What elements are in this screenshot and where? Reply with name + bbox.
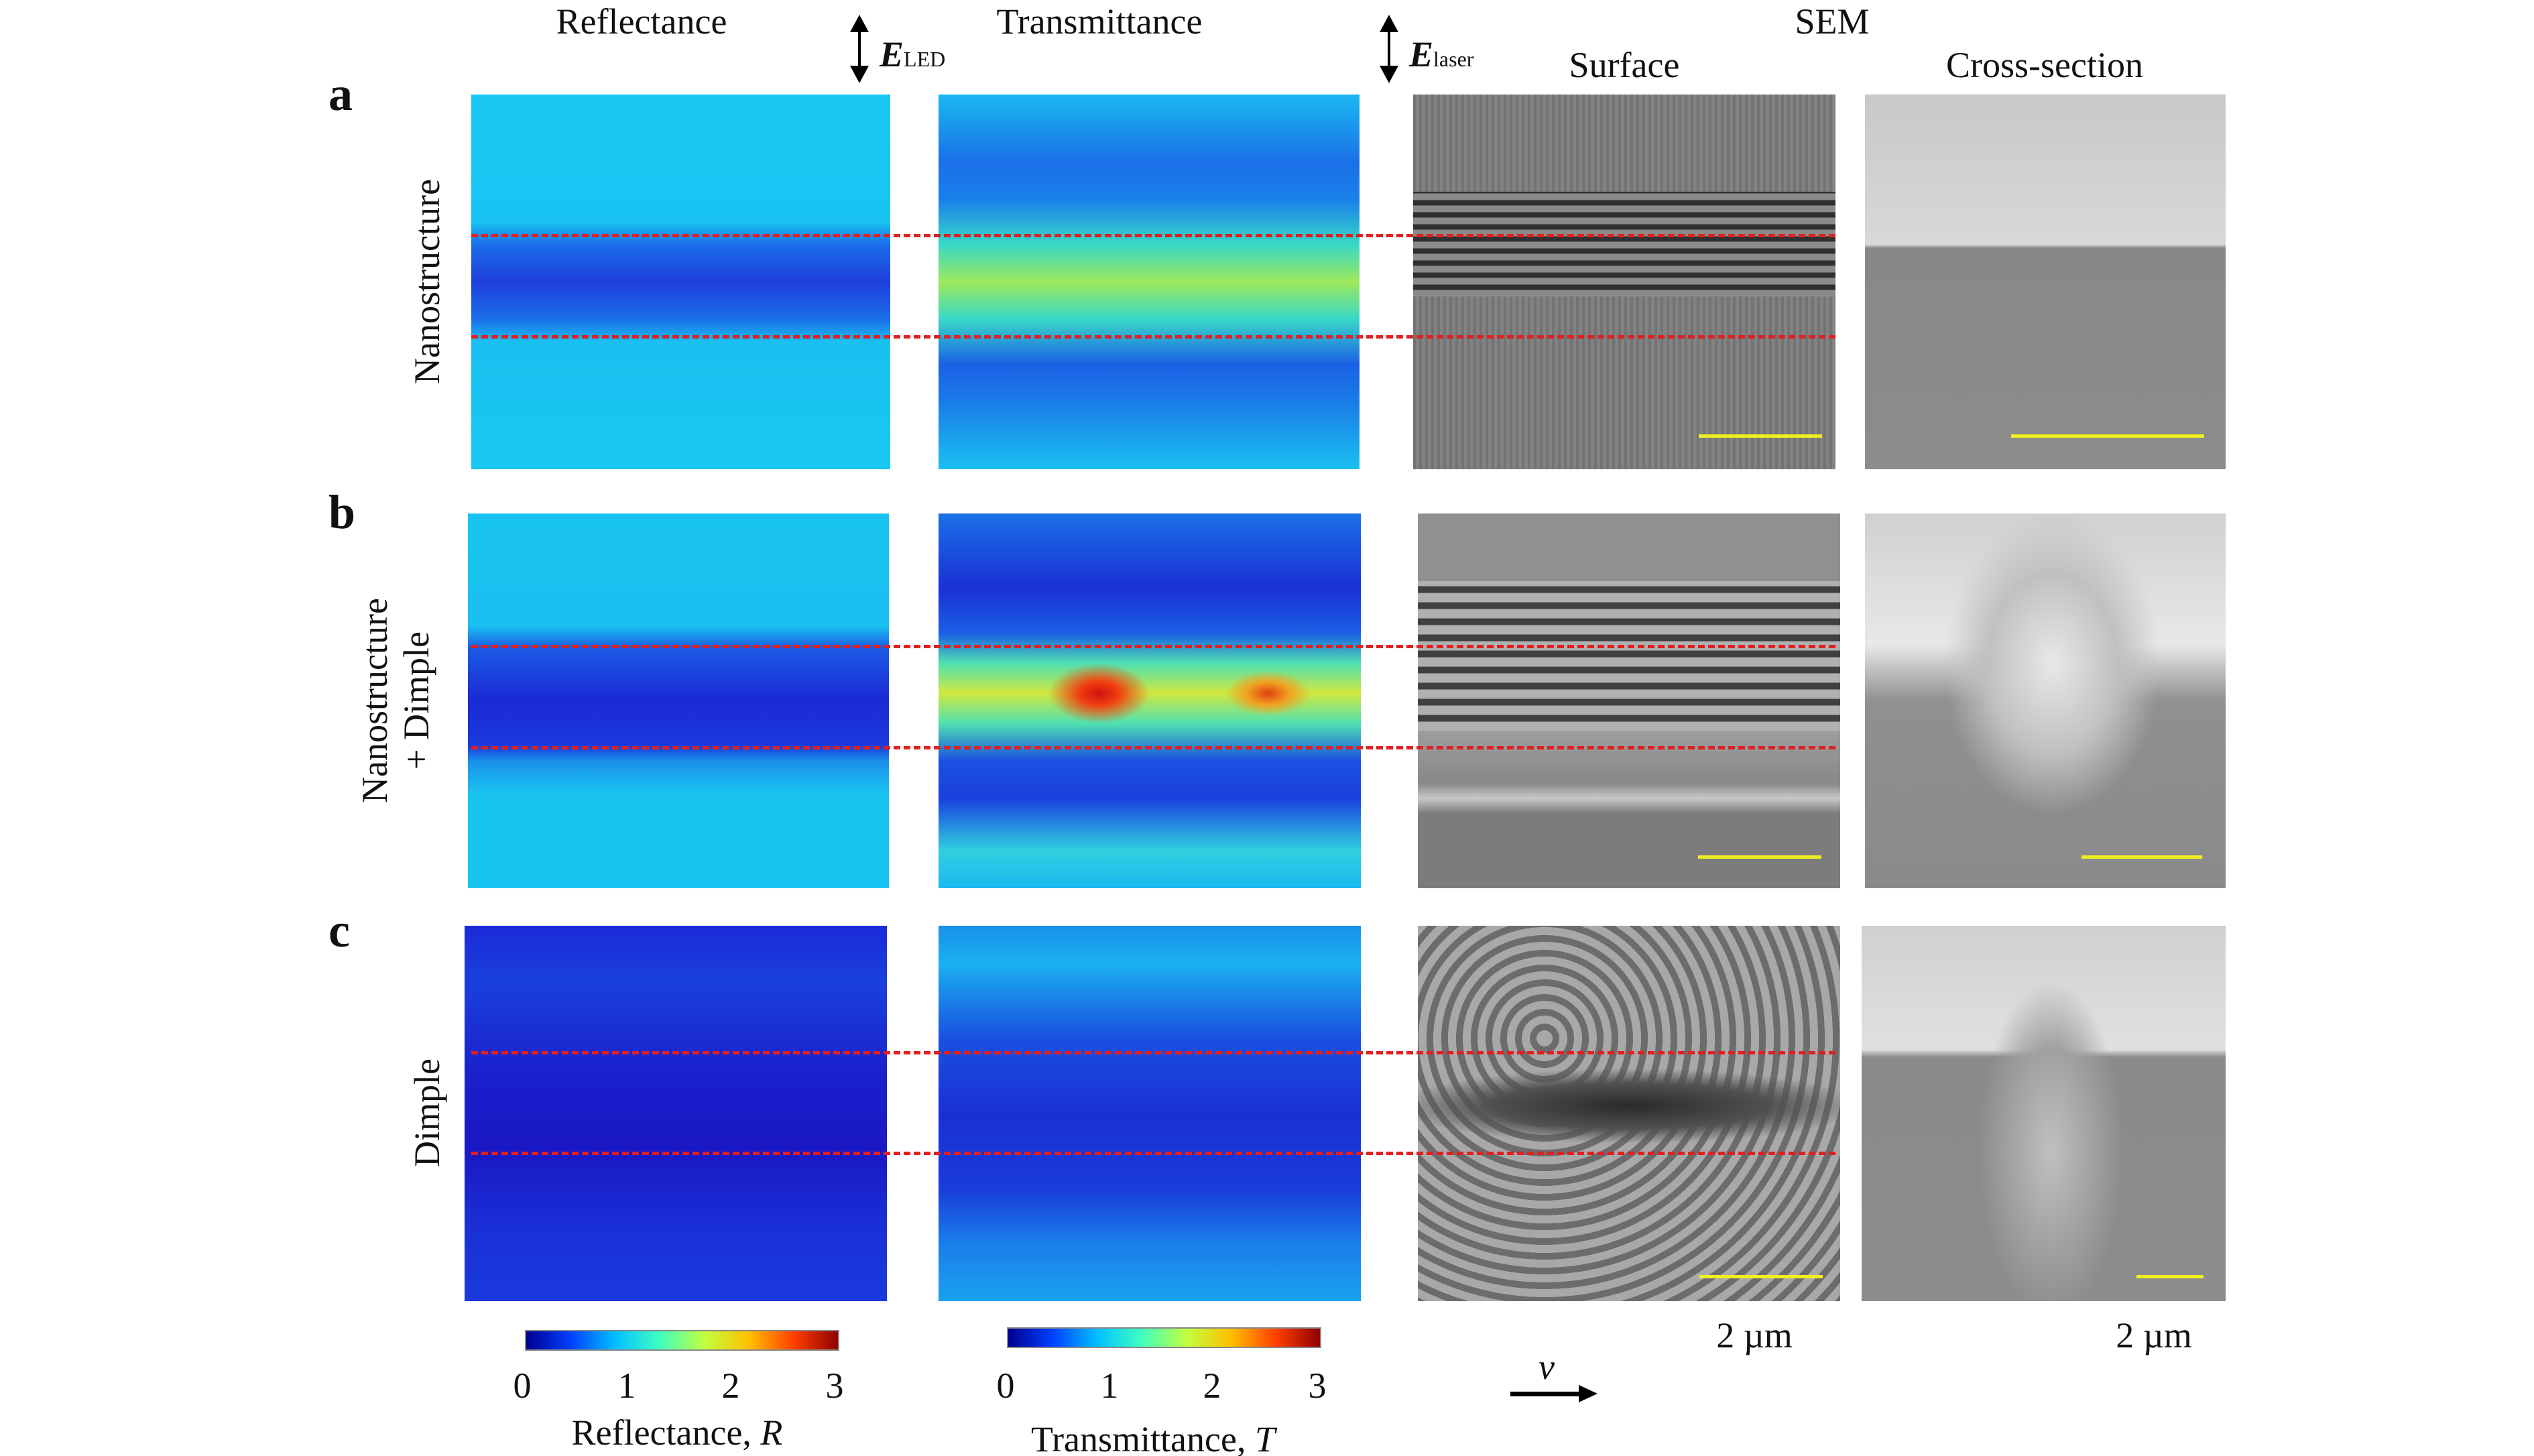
- transmittance-axis-label: Transmittance, T: [1030, 1419, 1276, 1456]
- colorbar-tick-label: 3: [1308, 1366, 1327, 1406]
- row-label-c: Dimple: [406, 1058, 447, 1167]
- panel-letter-c: c: [328, 904, 350, 957]
- scale-bar: [1699, 1275, 1823, 1278]
- transmittance-map-c: [939, 926, 1361, 1301]
- header-reflectance: Reflectance: [556, 1, 727, 42]
- colorbar-tick-label: 2: [721, 1366, 740, 1406]
- e-led-label: ELED: [880, 34, 946, 74]
- header-transmittance: Transmittance: [996, 1, 1203, 42]
- scale-label-surface: 2 µm: [1716, 1315, 1793, 1355]
- panel-letter-a: a: [328, 67, 353, 121]
- colorbar-tick-label: 3: [825, 1366, 844, 1406]
- sem-cross-section-c: [1862, 926, 2226, 1301]
- scale-bar: [1698, 855, 1821, 859]
- colorbar-tick-label: 1: [1100, 1366, 1119, 1406]
- dashed-guide-line: [471, 746, 1835, 749]
- reflectance-map-c: [465, 926, 887, 1301]
- scale-bar: [2082, 855, 2202, 859]
- row-label-b: Nanostructure + Dimple: [354, 598, 436, 803]
- sem-surface-c: [1418, 926, 1840, 1301]
- colorbar-tick-label: 2: [1203, 1366, 1221, 1406]
- transmittance-map-a: [939, 95, 1360, 469]
- sem-cross-section-b: [1865, 513, 2226, 888]
- dashed-guide-line: [471, 645, 1835, 648]
- colorbar-tick-label: 1: [617, 1366, 636, 1406]
- colorbar-tick-label: 0: [996, 1366, 1015, 1406]
- scale-label-cross-section: 2 µm: [2116, 1315, 2192, 1355]
- sem-cross-section-a: [1865, 95, 2226, 469]
- reflectance-map-b: [468, 513, 889, 888]
- reflectance-colorbar: [525, 1330, 839, 1351]
- e-laser-label: Elaser: [1409, 34, 1474, 74]
- velocity-label: v: [1538, 1347, 1555, 1387]
- dashed-guide-line: [471, 1152, 1835, 1155]
- row-label-a: Nanostructure: [406, 179, 447, 384]
- dashed-guide-line: [471, 234, 1835, 237]
- sem-surface-b: [1418, 513, 1840, 888]
- scale-bar: [2136, 1275, 2204, 1278]
- colorbar-tick-label: 0: [513, 1366, 532, 1406]
- dashed-guide-line: [471, 335, 1835, 339]
- panel-letter-b: b: [328, 485, 356, 539]
- sem-surface-a: [1413, 95, 1835, 469]
- scale-bar: [2011, 434, 2204, 438]
- dashed-guide-line: [471, 1051, 1835, 1054]
- header-sem: SEM: [1795, 1, 1870, 42]
- reflectance-axis-label: Reflectance, R: [571, 1412, 783, 1453]
- transmittance-colorbar: [1007, 1327, 1321, 1348]
- transmittance-map-b: [939, 513, 1361, 888]
- reflectance-map-a: [471, 95, 890, 469]
- scale-bar: [1699, 434, 1822, 438]
- header-cross-section: Cross-section: [1946, 45, 2143, 85]
- header-surface: Surface: [1569, 45, 1680, 85]
